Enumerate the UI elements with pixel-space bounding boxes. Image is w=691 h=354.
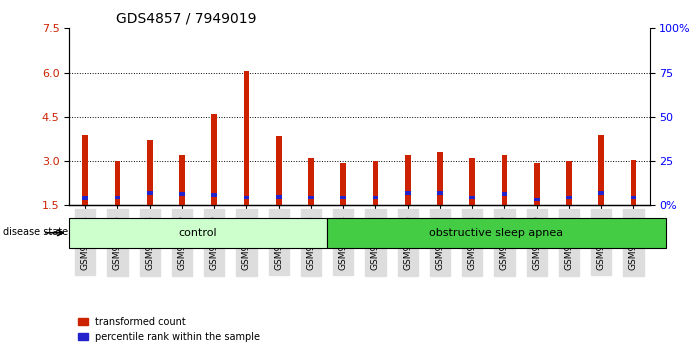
Bar: [115, 196, 120, 199]
Bar: [82, 135, 88, 205]
Bar: [372, 161, 379, 205]
Bar: [69, 218, 327, 248]
Bar: [502, 192, 507, 196]
Bar: [405, 155, 410, 205]
Bar: [179, 192, 185, 196]
Bar: [276, 136, 282, 205]
Text: disease state: disease state: [3, 227, 68, 237]
Bar: [630, 196, 636, 199]
Legend: transformed count, percentile rank within the sample: transformed count, percentile rank withi…: [74, 313, 264, 346]
Bar: [211, 114, 217, 205]
Bar: [146, 141, 153, 205]
Bar: [340, 162, 346, 205]
Bar: [469, 158, 475, 205]
Bar: [405, 191, 410, 195]
Bar: [437, 191, 443, 195]
Bar: [308, 158, 314, 205]
Bar: [243, 196, 249, 199]
Bar: [276, 195, 282, 199]
Bar: [437, 152, 443, 205]
Bar: [630, 160, 636, 205]
Bar: [372, 196, 379, 199]
Bar: [327, 218, 665, 248]
Bar: [533, 198, 540, 201]
Bar: [469, 196, 475, 199]
Bar: [566, 196, 572, 199]
Text: obstructive sleep apnea: obstructive sleep apnea: [429, 228, 563, 238]
Bar: [598, 191, 604, 195]
Bar: [82, 196, 88, 200]
Text: GDS4857 / 7949019: GDS4857 / 7949019: [115, 12, 256, 26]
Text: control: control: [179, 228, 218, 238]
Bar: [243, 71, 249, 205]
Bar: [502, 155, 507, 205]
Bar: [598, 135, 604, 205]
Bar: [566, 161, 572, 205]
Bar: [308, 196, 314, 199]
Bar: [340, 196, 346, 199]
Bar: [533, 162, 540, 205]
Bar: [146, 191, 153, 195]
Bar: [179, 155, 185, 205]
Bar: [211, 193, 217, 197]
Bar: [115, 161, 120, 205]
